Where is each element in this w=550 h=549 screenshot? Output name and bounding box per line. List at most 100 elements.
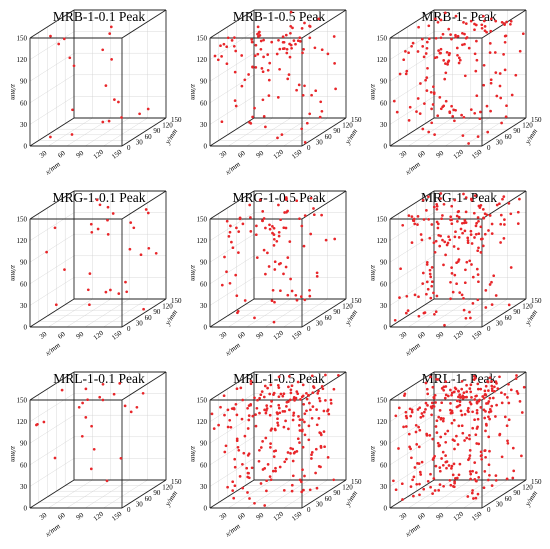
- x-tick-label: 90: [75, 149, 86, 160]
- chart-title: MRG-1-0.1 Peak: [53, 190, 146, 205]
- data-point: [449, 215, 453, 219]
- data-point: [213, 54, 217, 58]
- data-point: [302, 402, 306, 406]
- data-point: [494, 294, 498, 297]
- z-axis-label: z/mm: [189, 445, 198, 462]
- data-point: [268, 61, 272, 65]
- data-point: [228, 230, 232, 234]
- data-point: [417, 445, 421, 449]
- data-point: [243, 434, 247, 438]
- data-point: [322, 430, 326, 433]
- data-point: [481, 208, 485, 211]
- z-tick-label: 30: [20, 483, 28, 491]
- data-point: [486, 130, 490, 134]
- cube-edge: [301, 479, 347, 509]
- data-point: [490, 387, 494, 391]
- data-point: [273, 300, 276, 304]
- y-tick-label: 150: [531, 478, 542, 486]
- data-point: [292, 411, 296, 415]
- data-point: [286, 293, 290, 297]
- data-point: [423, 102, 426, 105]
- data-point: [320, 109, 324, 113]
- data-point: [450, 464, 454, 468]
- data-point: [290, 46, 293, 50]
- data-point: [235, 437, 239, 441]
- gridline: [389, 415, 435, 444]
- data-point: [488, 407, 492, 411]
- data-point: [247, 471, 250, 475]
- data-point: [261, 440, 264, 443]
- data-point: [448, 111, 452, 115]
- z-tick-label: 120: [197, 56, 208, 64]
- data-point: [426, 404, 429, 407]
- data-point: [45, 250, 48, 254]
- data-point: [281, 35, 285, 39]
- data-point: [235, 294, 239, 298]
- data-point: [418, 112, 422, 115]
- cube-edge: [29, 298, 75, 328]
- z-tick-label: 30: [200, 121, 208, 129]
- data-point: [441, 419, 445, 423]
- gridline: [426, 479, 471, 509]
- data-point: [499, 96, 503, 100]
- data-point: [84, 387, 88, 391]
- data-point: [475, 267, 479, 271]
- y-tick-label: 30: [316, 500, 324, 508]
- gridline: [103, 298, 148, 328]
- gridline: [29, 31, 75, 60]
- data-point: [435, 55, 439, 59]
- cube-edge: [389, 479, 435, 509]
- data-point: [510, 93, 514, 97]
- data-point: [434, 401, 437, 404]
- cube-edge: [209, 117, 255, 147]
- data-point: [456, 247, 460, 251]
- data-point: [495, 94, 499, 98]
- cube-edge: [481, 298, 527, 328]
- x-tick-label: 150: [470, 329, 484, 342]
- cube-edge: [121, 190, 167, 220]
- data-point: [288, 55, 292, 59]
- data-point: [447, 235, 450, 239]
- data-point: [457, 236, 461, 239]
- y-tick-label: 150: [351, 478, 362, 486]
- data-point: [309, 232, 313, 236]
- data-point: [498, 84, 502, 88]
- data-point: [268, 413, 272, 417]
- data-point: [287, 385, 290, 389]
- data-point: [430, 223, 434, 226]
- data-point: [298, 478, 302, 482]
- data-point: [450, 37, 453, 41]
- data-point: [479, 110, 482, 114]
- data-point: [235, 387, 239, 391]
- data-point: [482, 19, 486, 23]
- data-point: [261, 210, 265, 213]
- data-point: [444, 71, 448, 75]
- data-point: [277, 403, 281, 407]
- z-tick-label: 0: [204, 143, 208, 151]
- data-point: [300, 480, 303, 484]
- data-point: [228, 281, 232, 285]
- data-point: [241, 486, 245, 490]
- z-tick-label: 120: [17, 418, 28, 426]
- x-tick-label: 90: [435, 149, 446, 160]
- data-point: [72, 64, 76, 68]
- data-point: [286, 256, 290, 259]
- data-point: [424, 381, 428, 385]
- data-point: [332, 35, 336, 38]
- data-point: [120, 116, 123, 119]
- gridline: [85, 479, 130, 509]
- data-point: [259, 39, 263, 43]
- data-point: [460, 113, 463, 117]
- cube-edge: [481, 479, 527, 509]
- data-point: [456, 34, 460, 38]
- data-point: [250, 38, 254, 41]
- y-tick-label: 0: [127, 325, 131, 333]
- data-point: [444, 454, 447, 457]
- data-point: [464, 36, 468, 40]
- data-point: [414, 423, 418, 427]
- data-point: [458, 400, 462, 404]
- data-point: [465, 395, 468, 399]
- data-point: [468, 454, 472, 457]
- data-point: [54, 303, 58, 307]
- data-point: [268, 475, 272, 478]
